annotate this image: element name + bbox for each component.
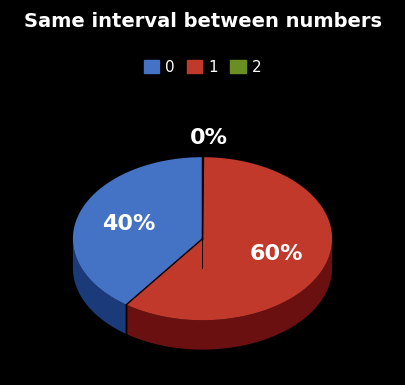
- Legend: 0, 1, 2: 0, 1, 2: [138, 54, 267, 81]
- Polygon shape: [73, 239, 126, 334]
- Text: 40%: 40%: [102, 214, 155, 234]
- Polygon shape: [126, 239, 332, 350]
- Polygon shape: [126, 157, 332, 320]
- Text: 60%: 60%: [250, 244, 303, 264]
- Polygon shape: [73, 157, 202, 305]
- Text: Same interval between numbers: Same interval between numbers: [23, 12, 382, 30]
- Text: 0%: 0%: [190, 127, 228, 147]
